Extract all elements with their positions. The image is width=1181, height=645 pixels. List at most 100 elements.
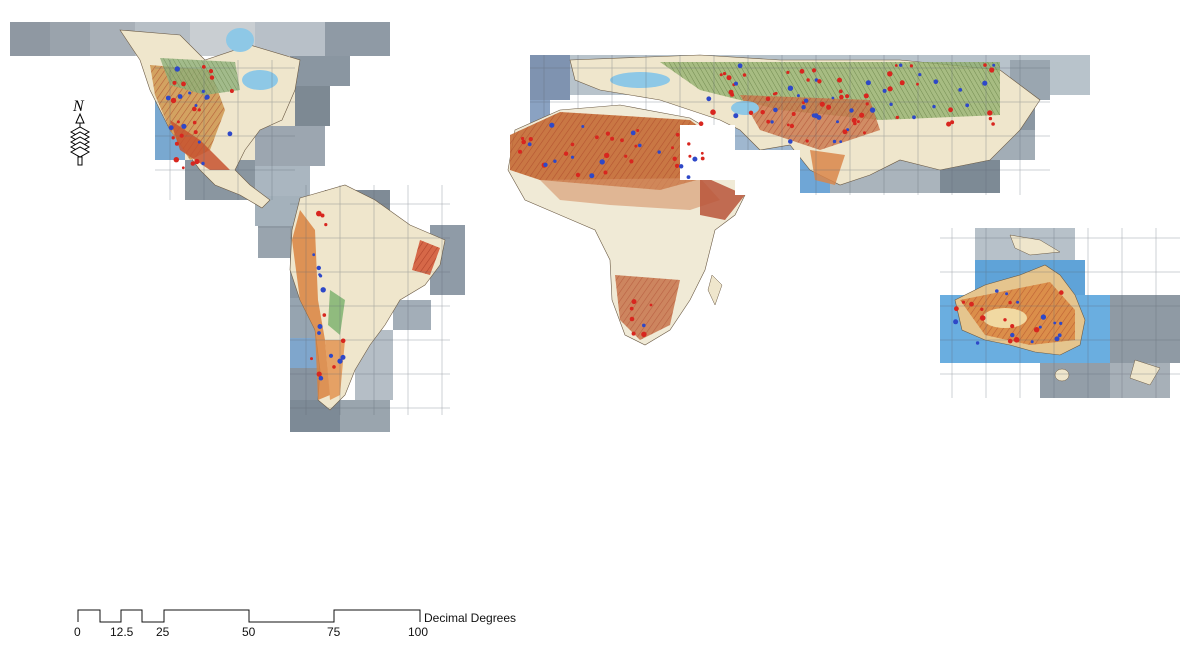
station-dot <box>836 120 839 124</box>
station-dot <box>332 365 336 369</box>
station-dot <box>674 163 680 168</box>
station-dot <box>899 80 905 86</box>
station-dot <box>316 210 322 217</box>
station-dot <box>675 132 680 137</box>
north-america-region <box>10 22 390 258</box>
station-dot <box>706 96 712 102</box>
scale-bar <box>77 609 421 623</box>
station-dot <box>208 69 214 74</box>
station-dot <box>688 154 692 158</box>
station-dot <box>837 77 842 83</box>
station-dot <box>549 122 555 128</box>
station-dot <box>641 331 647 337</box>
station-dot <box>197 108 201 112</box>
station-dot <box>786 70 790 74</box>
station-dot <box>856 120 860 124</box>
station-dot <box>806 78 810 82</box>
station-dot <box>604 152 610 159</box>
station-dot <box>887 71 893 77</box>
station-dot <box>817 79 822 84</box>
station-dot <box>988 116 993 121</box>
station-dot <box>672 156 677 161</box>
station-dot <box>543 162 548 167</box>
station-dot <box>570 155 575 159</box>
station-dot <box>521 136 525 141</box>
station-dot <box>631 331 636 336</box>
scale-unit-label: Decimal Degrees <box>424 611 517 625</box>
station-dot <box>324 223 328 227</box>
station-dot <box>634 144 638 148</box>
station-dot <box>987 110 993 116</box>
station-dot <box>631 299 637 305</box>
station-dot <box>610 136 615 141</box>
station-dot <box>842 129 848 135</box>
station-dot <box>322 313 327 317</box>
station-dot <box>1003 318 1007 322</box>
station-dot <box>975 341 980 345</box>
station-dot <box>726 75 732 81</box>
station-dot <box>201 65 206 69</box>
station-dot <box>575 172 581 178</box>
station-dot <box>799 68 805 74</box>
station-dot <box>181 166 185 170</box>
station-dot <box>192 120 197 125</box>
station-dot <box>320 287 326 293</box>
station-dot <box>1038 325 1042 329</box>
station-dot <box>760 110 765 115</box>
australia-region <box>940 228 1180 398</box>
station-dot <box>912 115 916 120</box>
station-dot <box>190 161 195 166</box>
station-dot <box>849 108 854 113</box>
scale-tick-50: 50 <box>242 625 256 639</box>
station-dot <box>638 143 642 148</box>
station-dot <box>193 130 198 135</box>
station-dot <box>605 131 611 136</box>
station-dot <box>340 338 346 344</box>
station-dot <box>838 89 843 94</box>
station-dot <box>687 142 691 146</box>
station-dot <box>1053 321 1057 325</box>
station-dot <box>176 120 180 124</box>
station-dot <box>204 94 210 100</box>
station-dot <box>869 107 876 113</box>
station-dot <box>172 80 177 85</box>
station-dot <box>337 358 343 364</box>
station-dot <box>948 107 953 113</box>
scale-tick-12-5: 12.5 <box>110 625 134 639</box>
station-dot <box>882 88 887 93</box>
station-dot <box>953 319 959 325</box>
station-dot <box>737 63 743 69</box>
station-dot <box>1008 300 1012 305</box>
station-dot <box>642 323 646 328</box>
scale-tick-25: 25 <box>156 625 170 639</box>
station-dot <box>796 94 800 98</box>
station-dot <box>1059 290 1064 295</box>
station-dot <box>1010 324 1015 329</box>
station-dot <box>629 306 634 311</box>
station-dot <box>865 80 871 86</box>
station-dot <box>733 113 739 119</box>
station-dot <box>788 139 793 144</box>
station-dot <box>1010 332 1015 338</box>
station-dot <box>177 94 183 99</box>
station-dot <box>894 64 898 67</box>
station-dot <box>173 157 179 163</box>
station-dot <box>319 274 323 278</box>
scale-tick-0: 0 <box>74 625 81 639</box>
station-dot <box>320 213 325 218</box>
station-dot <box>789 123 795 129</box>
station-dots <box>165 63 1064 381</box>
station-dot <box>521 139 526 145</box>
station-dot <box>170 97 177 104</box>
station-dot <box>801 105 806 110</box>
station-dot <box>1013 337 1020 343</box>
station-dot <box>1033 327 1040 333</box>
station-dot <box>719 73 723 77</box>
station-dot <box>700 156 705 161</box>
station-dot <box>595 135 599 140</box>
station-dot <box>802 101 805 105</box>
station-dot <box>916 82 919 86</box>
station-dot <box>899 63 903 67</box>
station-dot <box>181 123 187 129</box>
station-dot <box>772 92 776 96</box>
